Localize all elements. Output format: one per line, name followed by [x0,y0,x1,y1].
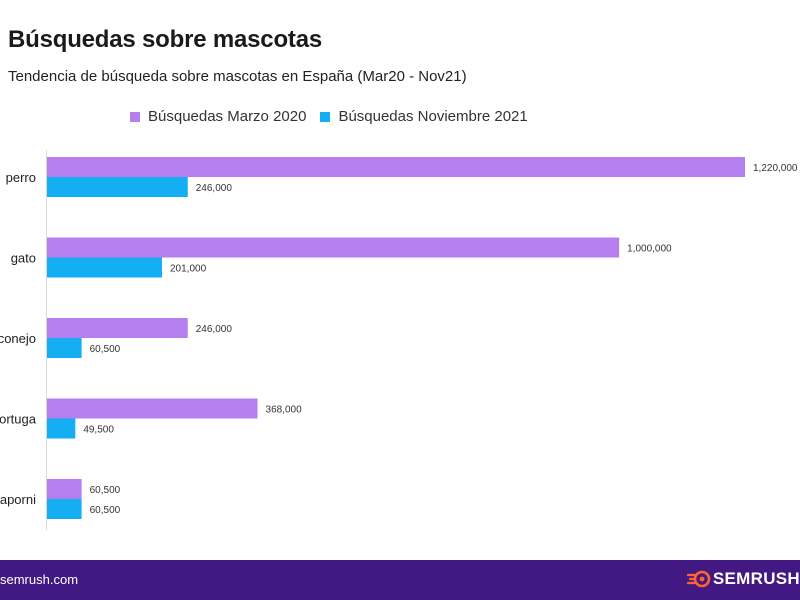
chart-subtitle: Tendencia de búsqueda sobre mascotas en … [8,68,467,85]
legend-label-november-2021: Búsquedas Noviembre 2021 [338,108,528,125]
bar-november-2021 [47,418,76,439]
bar-november-2021 [47,257,162,278]
legend-swatch-march-2020 [130,111,140,122]
legend-item-march-2020: Búsquedas Marzo 2020 [130,108,306,125]
bar-march-2020 [47,479,82,499]
category-label: tortuga [0,412,37,427]
data-label: 60,500 [90,485,121,496]
data-label: 368,000 [266,405,303,416]
category-label: conejo [0,331,36,346]
category-label: agaporni [0,492,36,507]
data-label: 60,500 [90,505,121,516]
bar-chart: perro 1,220,000 246,000 gato 1,000,000 201,00… [0,150,798,530]
chart-title: Búsquedas sobre mascotas [8,26,322,53]
bar-march-2020 [47,398,258,419]
legend-swatch-november-2021 [320,111,331,122]
bar-march-2020 [47,318,188,338]
semrush-fire-icon [686,570,711,588]
data-label: 246,000 [196,324,233,335]
bar-march-2020 [47,237,620,258]
category-label: gato [11,251,36,266]
legend-label-march-2020: Búsquedas Marzo 2020 [148,108,307,125]
legend-item-november-2021: Búsquedas Noviembre 2021 [320,108,528,125]
semrush-logo: SEMRUSH [686,569,800,589]
data-label: 49,500 [83,425,114,436]
category-label: perro [6,170,36,185]
legend: Búsquedas Marzo 2020 Búsquedas Noviembre… [130,108,542,125]
footer-bar: semrush.com SEMRUSH [0,560,800,600]
data-label: 1,220,000 [753,163,798,174]
bar-november-2021 [47,499,82,519]
data-label: 1,000,000 [627,244,672,255]
bar-november-2021 [47,177,188,197]
bar-november-2021 [47,338,82,358]
data-label: 60,500 [90,344,121,355]
semrush-logo-text: SEMRUSH [712,569,800,588]
bar-march-2020 [47,157,745,177]
data-label: 201,000 [170,264,207,275]
footer-url[interactable]: semrush.com [0,572,79,587]
data-label: 246,000 [196,183,233,194]
